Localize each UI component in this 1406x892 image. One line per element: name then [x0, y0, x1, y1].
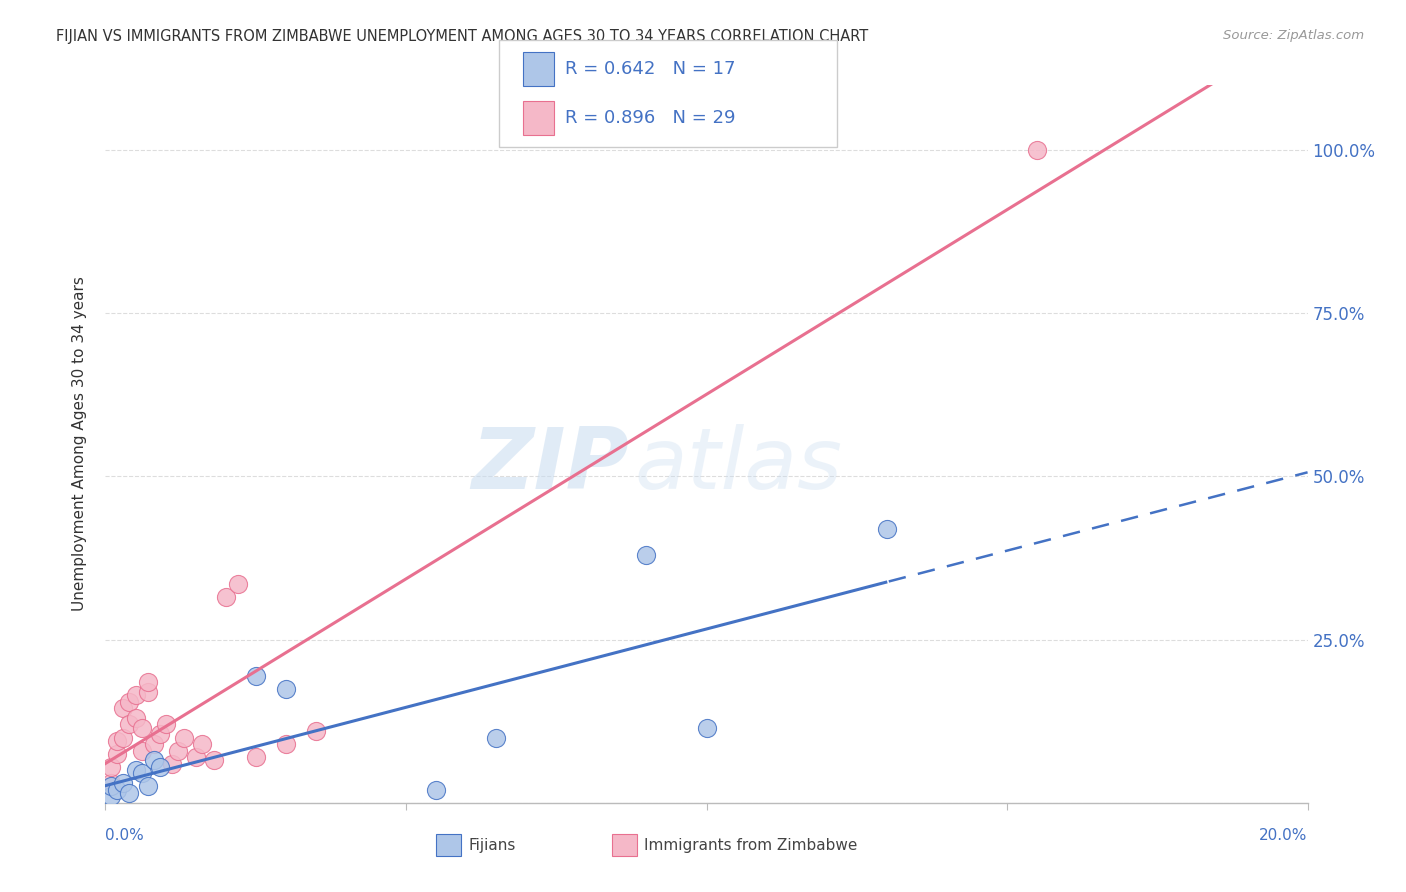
Point [226, 577, 249, 591]
Point [184, 750, 207, 764]
Point [107, 782, 129, 797]
Point [112, 776, 135, 790]
Point [136, 780, 159, 794]
Point [202, 753, 225, 767]
Point [100, 780, 122, 794]
Text: atlas: atlas [634, 424, 842, 507]
Point [425, 782, 447, 797]
Text: ZIP: ZIP [471, 424, 628, 507]
Point [131, 766, 153, 780]
Y-axis label: Unemployment Among Ages 30 to 34 years: Unemployment Among Ages 30 to 34 years [72, 277, 87, 611]
Point [118, 786, 141, 800]
Point [160, 756, 183, 771]
Point [148, 727, 170, 741]
Point [118, 717, 141, 731]
Point [107, 747, 129, 761]
Point [485, 731, 508, 745]
Point [305, 724, 328, 739]
Point [142, 737, 165, 751]
Point [696, 721, 718, 735]
Text: Source: ZipAtlas.com: Source: ZipAtlas.com [1223, 29, 1364, 42]
Point [148, 760, 170, 774]
Point [142, 753, 165, 767]
Point [124, 763, 146, 777]
Point [245, 668, 267, 682]
Text: R = 0.896   N = 29: R = 0.896 N = 29 [565, 109, 735, 128]
Point [131, 721, 153, 735]
Text: FIJIAN VS IMMIGRANTS FROM ZIMBABWE UNEMPLOYMENT AMONG AGES 30 TO 34 YEARS CORREL: FIJIAN VS IMMIGRANTS FROM ZIMBABWE UNEMP… [56, 29, 869, 44]
Point [166, 743, 188, 757]
Point [876, 522, 898, 536]
Point [100, 789, 122, 804]
Point [118, 695, 141, 709]
Point [112, 731, 135, 745]
Point [155, 717, 177, 731]
Point [100, 760, 122, 774]
Point [636, 548, 658, 562]
Point [124, 688, 146, 702]
Point [274, 737, 297, 751]
Point [124, 711, 146, 725]
Point [112, 701, 135, 715]
Point [274, 681, 297, 696]
Point [214, 590, 236, 604]
Point [136, 685, 159, 699]
Point [100, 776, 122, 790]
Text: 20.0%: 20.0% [1260, 828, 1308, 843]
Text: Immigrants from Zimbabwe: Immigrants from Zimbabwe [644, 838, 858, 853]
Point [107, 733, 129, 747]
Text: 0.0%: 0.0% [105, 828, 145, 843]
Point [190, 737, 212, 751]
Point [136, 675, 159, 690]
Text: Fijians: Fijians [468, 838, 516, 853]
Point [131, 743, 153, 757]
Text: R = 0.642   N = 17: R = 0.642 N = 17 [565, 60, 735, 78]
Point [173, 731, 195, 745]
Point [245, 750, 267, 764]
Point [1026, 143, 1049, 157]
